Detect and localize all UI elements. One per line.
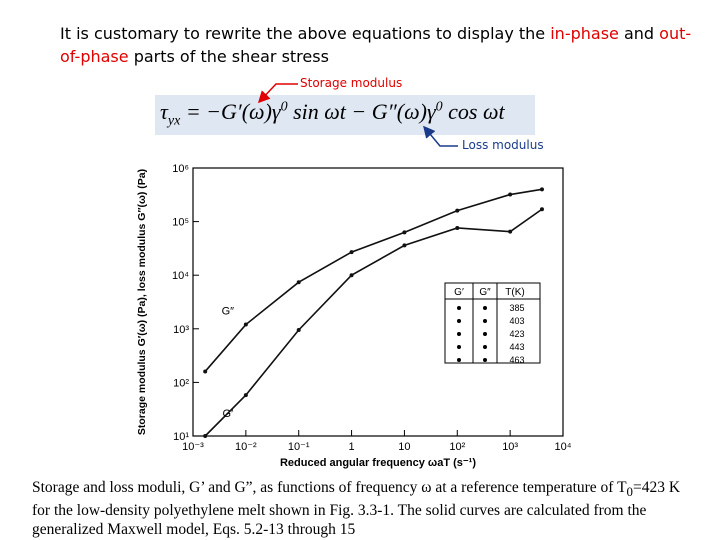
storage-label: Storage modulus xyxy=(300,76,403,90)
y-axis-label: Storage modulus G′(ω) (Pa), loss modulus… xyxy=(136,169,148,435)
y-tick-label: 10³ xyxy=(173,324,189,336)
data-point xyxy=(349,273,354,278)
loss-label: Loss modulus xyxy=(462,138,544,152)
data-point xyxy=(243,322,248,327)
legend-symbol xyxy=(457,319,461,323)
y-tick-label: 10⁵ xyxy=(172,217,189,229)
slide-title: It is customary to rewrite the above equ… xyxy=(60,24,692,66)
data-point xyxy=(455,208,460,213)
loss-arrow xyxy=(423,125,458,147)
series-label: G′ xyxy=(223,408,234,420)
data-point xyxy=(402,243,407,248)
legend-temperature: 463 xyxy=(509,355,524,365)
x-tick-label: 10 xyxy=(398,441,410,453)
legend-header: T(K) xyxy=(505,287,524,298)
data-point xyxy=(508,229,513,234)
data-point xyxy=(296,327,301,332)
equation: τyx = −G′(ω)γ0 sin ωt − G″(ω)γ0 cos ωt xyxy=(160,99,505,129)
legend-symbol xyxy=(483,319,487,323)
x-tick-label: 10² xyxy=(449,441,465,453)
y-tick-label: 10⁴ xyxy=(172,270,189,282)
legend-symbol xyxy=(483,358,487,362)
legend-symbol xyxy=(457,306,461,310)
x-tick-label: 10⁻² xyxy=(235,441,257,453)
legend-header: G′ xyxy=(454,287,464,298)
data-point xyxy=(203,369,208,374)
x-tick-label: 10³ xyxy=(502,441,518,453)
legend-temperature: 423 xyxy=(509,329,524,339)
data-point xyxy=(539,187,544,192)
data-point xyxy=(203,434,208,438)
x-tick-label: 10⁻³ xyxy=(182,441,204,453)
equation-box xyxy=(155,95,535,135)
x-tick-label: 10⁻¹ xyxy=(288,441,310,453)
y-tick-label: 10⁶ xyxy=(172,163,189,175)
storage-arrow xyxy=(257,83,298,104)
legend-symbol xyxy=(457,332,461,336)
curve xyxy=(204,188,543,372)
x-tick-label: 10⁴ xyxy=(555,441,572,453)
legend-symbol xyxy=(483,345,487,349)
x-axis-label: Reduced angular frequency ωaT (s⁻¹) xyxy=(280,457,476,469)
legend-symbol xyxy=(457,358,461,362)
data-point xyxy=(455,225,460,230)
curve xyxy=(204,208,543,437)
y-tick-label: 10¹ xyxy=(173,431,189,443)
data-point xyxy=(243,393,248,398)
legend-table xyxy=(444,282,541,364)
series-label: G″ xyxy=(222,306,235,318)
plot-frame xyxy=(192,167,564,437)
x-tick-label: 1 xyxy=(349,441,355,453)
caption: Storage and loss moduli, G’ and G”, as f… xyxy=(32,479,681,539)
data-point xyxy=(402,230,407,235)
legend-temperature: 403 xyxy=(509,316,524,326)
data-point xyxy=(539,207,544,212)
data-point xyxy=(296,280,301,285)
y-tick-label: 10² xyxy=(173,377,189,389)
data-point xyxy=(508,192,513,197)
legend-header: G″ xyxy=(479,287,491,298)
data-point xyxy=(349,250,354,255)
legend-symbol xyxy=(457,345,461,349)
legend-temperature: 385 xyxy=(509,303,524,313)
legend-symbol xyxy=(483,332,487,336)
legend-temperature: 443 xyxy=(509,342,524,352)
legend-symbol xyxy=(483,306,487,310)
